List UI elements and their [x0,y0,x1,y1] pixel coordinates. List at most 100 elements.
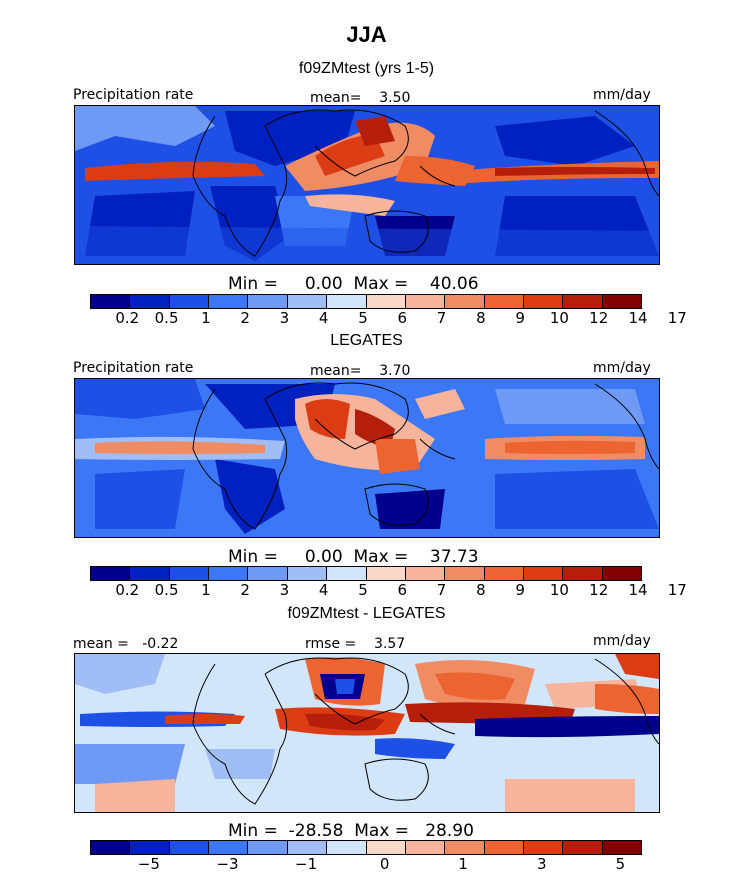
panel1-map [74,105,660,265]
panel2-colorbar-swatch [445,567,485,580]
colorbar-tick-label: 6 [397,581,408,599]
panel2-min-max: Min = 0.00 Max = 37.73 [228,547,479,567]
panel3-colorbar-swatch [602,841,642,854]
colorbar-tick-label: −5 [137,855,160,873]
panel1-colorbar-swatch [366,295,406,308]
colorbar-tick-label: 7 [436,581,447,599]
colorbar-tick-label: 9 [515,581,525,599]
panel3-colorbar-swatch [248,841,288,854]
panel1-colorbar-swatch [602,295,642,308]
panel2-colorbar-swatch [287,567,328,580]
colorbar-tick-label: 8 [476,309,486,327]
panel3-colorbar-swatch [366,841,406,854]
colorbar-tick-label: −3 [216,855,239,873]
panel2-colorbar-swatch [602,567,642,580]
colorbar-tick-label: 10 [549,581,569,599]
panel1-colorbar-swatch [523,295,564,308]
panel1-colorbar-swatch [405,295,446,308]
colorbar-tick-label: 1 [458,855,468,873]
colorbar-tick-label: 17 [667,581,687,599]
colorbar-tick-label: 9 [515,309,525,327]
panel3-colorbar-swatch [327,841,367,854]
panel1-variable-label: Precipitation rate [73,87,194,103]
panel2-variable-label: Precipitation rate [73,360,194,376]
panel2-map [74,378,660,538]
colorbar-tick-label: 0.5 [154,309,179,327]
panel2-title: LEGATES [330,332,403,349]
panel1-mean-label: mean= 3.50 [310,90,411,106]
panel3-mean-label: mean = -0.22 [73,636,179,652]
colorbar-tick-label: 1 [201,309,211,327]
panel2-colorbar-swatch [209,567,249,580]
panel3-colorbar-swatch [523,841,564,854]
panel1-colorbar-swatch [91,295,131,308]
colorbar-tick-label: 0.2 [115,581,140,599]
panel3-colorbar-swatch [563,841,603,854]
panel3-colorbar [90,840,642,855]
panel2-colorbar-swatch [563,567,603,580]
colorbar-tick-label: 1 [201,581,211,599]
colorbar-tick-label: 5 [615,855,626,873]
panel3-colorbar-swatch [130,841,170,854]
panel2-colorbar-swatch [169,567,210,580]
panel3-colorbar-swatch [91,841,131,854]
panel1-colorbar-swatch [445,295,485,308]
panel3-units-label: mm/day [593,633,651,649]
panel2-colorbar [90,566,642,581]
panel1-colorbar-swatch [563,295,603,308]
colorbar-tick-label: 5 [358,581,368,599]
panel2-colorbar-swatch [248,567,288,580]
colorbar-tick-label: 0 [379,855,390,873]
colorbar-tick-label: 14 [628,309,648,327]
panel2-tick-labels: 0.2 0.5 1 2 3 4 5 6 7 8 9 10 12 14 17 [90,581,686,599]
colorbar-tick-label: 2 [240,309,250,327]
panel3-colorbar-swatch [445,841,485,854]
colorbar-tick-label: 4 [318,581,329,599]
colorbar-tick-label: 10 [549,309,569,327]
panel2-colorbar-swatch [327,567,367,580]
panel1-colorbar-swatch [248,295,288,308]
panel2-colorbar-swatch [130,567,170,580]
colorbar-tick-label: 3 [537,855,547,873]
colorbar-tick-label: 12 [589,309,609,327]
colorbar-tick-label: 5 [358,309,368,327]
panel1-units-label: mm/day [593,87,651,103]
panel2-units-label: mm/day [593,360,651,376]
panel3-colorbar-swatch [287,841,328,854]
colorbar-tick-label: 12 [589,581,609,599]
panel1-colorbar-swatch [209,295,249,308]
colorbar-tick-label: −1 [295,855,318,873]
colorbar-tick-label: 14 [628,581,648,599]
colorbar-tick-label: 0.5 [154,581,179,599]
panel3-colorbar-swatch [169,841,210,854]
panel2-colorbar-swatch [366,567,406,580]
colorbar-tick-label: 7 [436,309,447,327]
panel2-colorbar-swatch [405,567,446,580]
colorbar-tick-label: 6 [397,309,408,327]
colorbar-tick-label: 3 [279,309,290,327]
panel1-colorbar-swatch [287,295,328,308]
panel3-tick-labels: −5 −3 −1 0 1 3 5 [90,855,640,873]
panel3-colorbar-swatch [209,841,249,854]
panel1-colorbar-swatch [327,295,367,308]
colorbar-tick-label: 3 [279,581,290,599]
colorbar-tick-label: 8 [476,581,486,599]
panel1-min-max: Min = 0.00 Max = 40.06 [228,274,479,294]
panel2-colorbar-swatch [484,567,524,580]
colorbar-tick-label: 0.2 [115,309,140,327]
panel1-tick-labels: 0.2 0.5 1 2 3 4 5 6 7 8 9 10 12 14 17 [90,309,686,327]
panel3-title: f09ZMtest - LEGATES [287,605,446,622]
panel3-colorbar-swatch [405,841,446,854]
panel3-min-max: Min = -28.58 Max = 28.90 [228,821,474,841]
panel2-colorbar-swatch [523,567,564,580]
panel1-title: f09ZMtest (yrs 1-5) [298,60,435,77]
panel2-colorbar-swatch [91,567,131,580]
panel1-colorbar-swatch [484,295,524,308]
panel3-colorbar-swatch [484,841,524,854]
figure-title: JJA [346,22,387,47]
colorbar-tick-label: 17 [667,309,687,327]
panel3-rmse-label: rmse = 3.57 [305,636,406,652]
panel1-colorbar-swatch [130,295,170,308]
colorbar-tick-label: 4 [318,309,329,327]
panel1-colorbar [90,294,642,309]
